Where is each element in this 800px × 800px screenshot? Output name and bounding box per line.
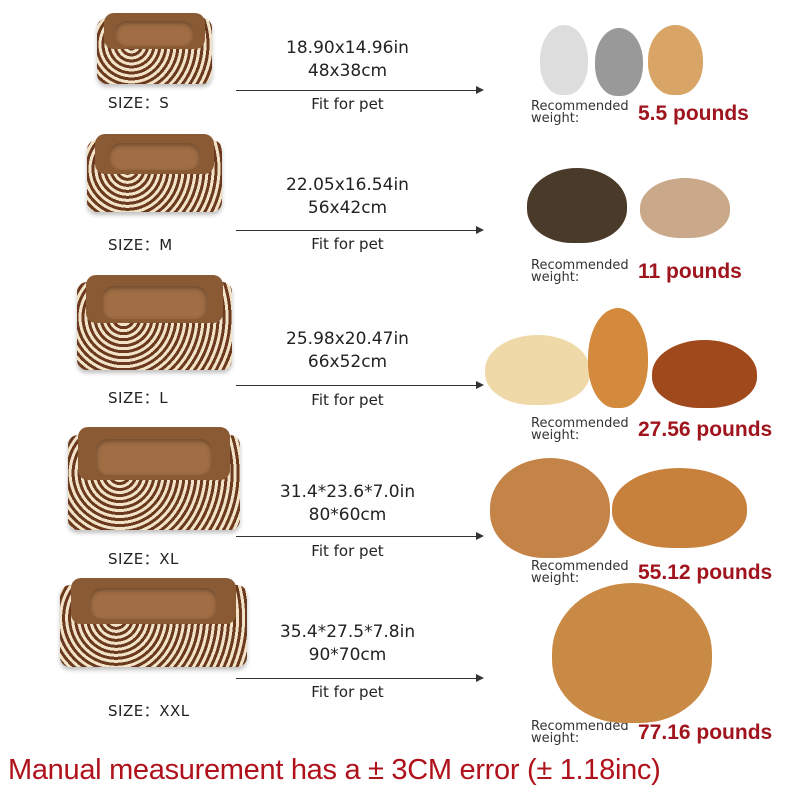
measurement-note: Manual measurement has a ± 3CM error (± … <box>8 754 661 786</box>
dimensions-cm: 48x38cm <box>307 61 388 81</box>
size-label: SIZE：S <box>108 94 170 112</box>
fit-for-pet-label: Fit for pet <box>311 542 384 560</box>
arrow <box>236 381 484 389</box>
dimensions: 35.4*27.5*7.8in 90*70cm <box>260 621 435 667</box>
fit-for-pet-label: Fit for pet <box>311 683 384 701</box>
labrador-puppy-image <box>485 335 590 405</box>
dimensions-inches: 18.90x14.96in <box>286 38 409 58</box>
cat-image <box>540 25 588 95</box>
dimensions-inches: 31.4*23.6*7.0in <box>279 482 416 502</box>
recommended-weight-label: Recommended weight: <box>531 258 629 285</box>
dimensions: 18.90x14.96in 48x38cm <box>260 37 435 83</box>
cat-image <box>595 28 643 96</box>
pet-bed-image <box>68 427 240 530</box>
pekingese-image <box>640 178 730 238</box>
arrow <box>236 532 484 540</box>
corgi-image <box>588 308 648 408</box>
golden-retriever-image <box>552 583 712 723</box>
size-label: SIZE：XXL <box>108 702 190 720</box>
dimensions: 25.98x20.47in 66x52cm <box>260 328 435 374</box>
size-label: SIZE：L <box>108 389 169 407</box>
arrow <box>236 226 484 234</box>
dimensions-inches: 25.98x20.47in <box>286 329 409 349</box>
corgi-image <box>490 458 610 558</box>
fit-for-pet-label: Fit for pet <box>311 391 384 409</box>
recommended-weight-label: Recommended weight: <box>531 559 629 586</box>
recommended-weight-value: 55.12 pounds <box>638 561 773 584</box>
fit-for-pet-label: Fit for pet <box>311 95 384 113</box>
fit-for-pet-label: Fit for pet <box>311 235 384 253</box>
pet-bed-image <box>77 274 232 370</box>
recommended-weight-value: 77.16 pounds <box>638 721 773 744</box>
dimensions-cm: 90*70cm <box>308 645 387 665</box>
dimensions-cm: 80*60cm <box>308 505 387 525</box>
cat-image <box>648 25 703 95</box>
recommended-weight-label: Recommended weight: <box>531 99 629 126</box>
dimensions: 22.05x16.54in 56x42cm <box>260 174 435 220</box>
size-label: SIZE：XL <box>108 550 179 568</box>
size-label: SIZE：M <box>108 236 173 254</box>
pet-bed-image <box>97 12 212 84</box>
dimensions-inches: 35.4*27.5*7.8in <box>279 622 416 642</box>
cavalier-spaniel-image <box>652 340 757 408</box>
pet-bed-image <box>87 134 222 212</box>
yorkshire-terrier-image <box>527 168 627 243</box>
recommended-weight-label: Recommended weight: <box>531 416 629 443</box>
dimensions-inches: 22.05x16.54in <box>286 175 409 195</box>
dimensions-cm: 56x42cm <box>307 198 388 218</box>
recommended-weight-value: 11 pounds <box>638 260 742 283</box>
recommended-weight-value: 27.56 pounds <box>638 418 773 441</box>
pet-bed-image <box>60 578 247 667</box>
arrow <box>236 674 484 682</box>
dimensions: 31.4*23.6*7.0in 80*60cm <box>260 481 435 527</box>
beagle-image <box>612 468 747 548</box>
arrow <box>236 86 484 94</box>
dimensions-cm: 66x52cm <box>307 352 388 372</box>
recommended-weight-label: Recommended weight: <box>531 719 629 746</box>
recommended-weight-value: 5.5 pounds <box>638 102 749 125</box>
